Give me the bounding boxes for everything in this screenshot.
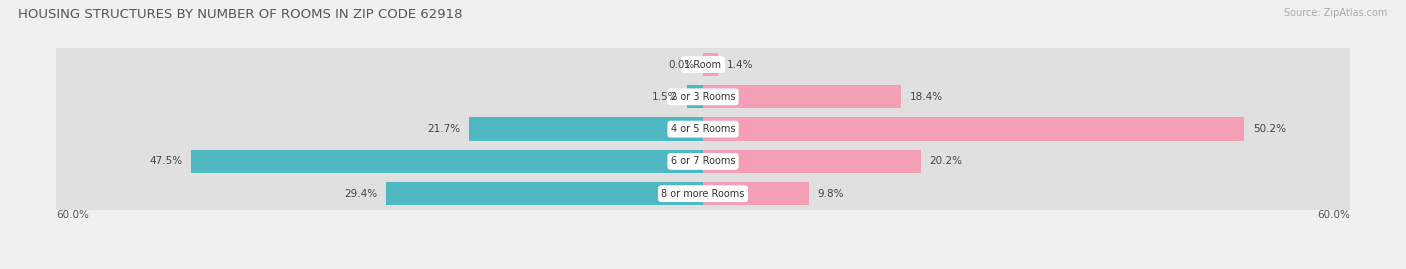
Text: 60.0%: 60.0% [1317,210,1350,220]
Text: 9.8%: 9.8% [817,189,844,199]
Text: 29.4%: 29.4% [344,189,377,199]
Text: 60.0%: 60.0% [56,210,89,220]
Text: 20.2%: 20.2% [929,156,962,167]
Bar [56,145,1350,178]
Text: 2 or 3 Rooms: 2 or 3 Rooms [671,92,735,102]
Text: 4 or 5 Rooms: 4 or 5 Rooms [671,124,735,134]
Text: 8 or more Rooms: 8 or more Rooms [661,189,745,199]
Text: HOUSING STRUCTURES BY NUMBER OF ROOMS IN ZIP CODE 62918: HOUSING STRUCTURES BY NUMBER OF ROOMS IN… [18,8,463,21]
Bar [56,113,1350,145]
Text: 1.4%: 1.4% [727,59,754,70]
Bar [703,182,808,205]
Bar [688,85,703,108]
Bar [191,150,703,173]
Text: 21.7%: 21.7% [427,124,461,134]
Bar [703,53,718,76]
Bar [703,118,1244,141]
Text: 47.5%: 47.5% [149,156,183,167]
Bar [56,48,1350,81]
Bar [56,81,1350,113]
Text: 1 Room: 1 Room [685,59,721,70]
Text: Source: ZipAtlas.com: Source: ZipAtlas.com [1284,8,1388,18]
Bar [56,178,1350,210]
Bar [387,182,703,205]
Bar [703,150,921,173]
Text: 1.5%: 1.5% [652,92,678,102]
Text: 6 or 7 Rooms: 6 or 7 Rooms [671,156,735,167]
Text: 18.4%: 18.4% [910,92,943,102]
Bar [703,85,901,108]
Text: 0.0%: 0.0% [668,59,695,70]
Bar [470,118,703,141]
Text: 50.2%: 50.2% [1253,124,1285,134]
